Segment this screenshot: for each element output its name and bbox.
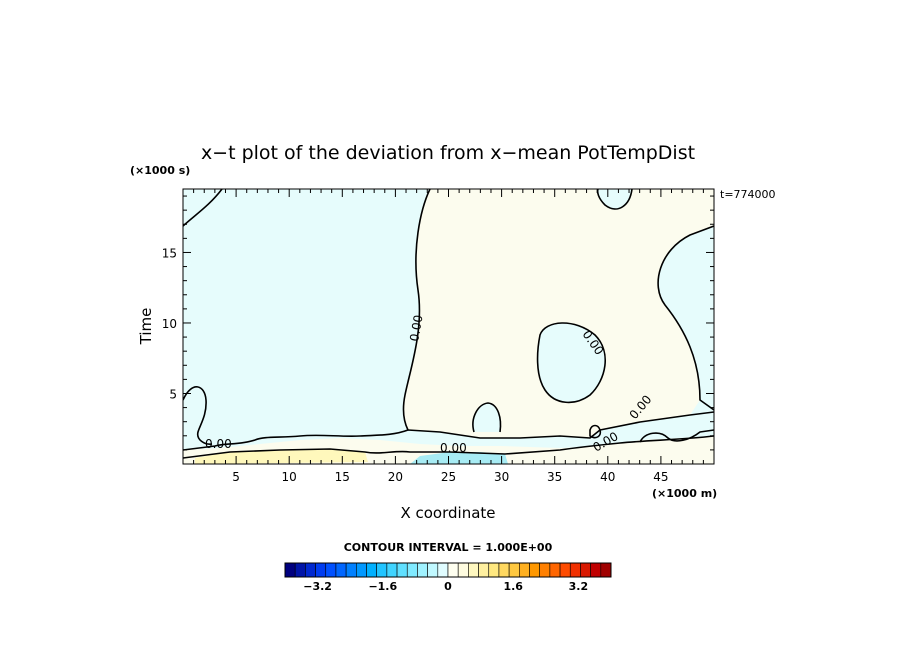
contour-line-right-small [589,424,602,439]
colorbar-swatch [447,562,459,578]
region-negative-strong [410,452,508,464]
contour-line-island-2 [472,402,502,433]
y-tick-label: 5 [169,387,177,401]
colorbar-swatch [376,562,388,578]
colorbar-swatch [396,562,408,578]
region-positive-central [403,189,714,438]
colorbar-tick-label: 3.2 [569,580,589,593]
colorbar-swatch [569,562,581,578]
colorbar-tick-label: −3.2 [303,580,332,593]
x-axis-ticks [193,189,704,464]
y-tick-label: 15 [162,246,177,260]
contour-label-5: 0.00 [205,437,232,451]
y-axis-label: Time [137,308,155,346]
colorbar-swatch [457,562,469,578]
colorbar-swatch [315,562,327,578]
colorbar-swatch [366,562,377,578]
colorbar-swatch [356,562,367,578]
colorbar-swatch [335,562,347,578]
x-tick-label: 35 [547,470,562,484]
colorbar-swatch [590,562,602,578]
y-axis-tick-labels: 5 10 15 [162,246,177,401]
x-tick-label: 15 [335,470,350,484]
x-tick-label: 40 [600,470,615,484]
x-unit-label: (×1000 m) [652,487,717,500]
colorbar-swatch [427,562,439,578]
svg-text:0.00: 0.00 [440,441,467,455]
colorbar [284,562,612,578]
colorbar-swatch [478,562,490,578]
svg-text:0.00: 0.00 [407,314,425,343]
colorbar-swatch [468,562,479,578]
x-tick-label: 20 [388,470,403,484]
contour-line-topleft [183,189,223,227]
contour-line-right [657,225,714,411]
y-tick-label: 10 [162,317,177,331]
colorbar-swatch [305,562,316,578]
colorbar-swatch [386,562,398,578]
x-axis-label: X coordinate [400,504,495,522]
x-tick-label: 25 [441,470,456,484]
colorbar-swatch [508,562,520,578]
colorbar-swatch [345,562,357,578]
contour-line-island-1 [536,322,606,404]
plot-area: 0.00 0.00 0.00 0.00 0.00 0.00 [183,189,714,464]
x-tick-label: 10 [282,470,297,484]
colorbar-swatch [406,562,418,578]
colorbar-swatch [559,562,571,578]
y-axis-ticks [183,195,714,451]
colorbar-swatch [580,562,591,578]
colorbar-swatch [325,562,337,578]
x-axis-tick-labels: 5 10 15 20 25 30 35 40 45 [232,470,668,484]
contour-line-left-bump [183,386,213,445]
contour-interval-text: CONTOUR INTERVAL = 1.000E+00 [344,541,553,554]
colorbar-swatch [284,562,296,578]
region-positive-strong [195,449,368,464]
colorbar-swatch [437,562,449,578]
colorbar-frame [284,562,612,578]
region-negative-island-2 [472,403,501,432]
colorbar-tick-label: 1.6 [503,580,523,593]
time-stamp: t=774000 [720,188,776,201]
colorbar-swatch [549,562,561,578]
colorbar-swatch [294,562,306,578]
colorbar-tick-labels: −3.2 −1.6 0 1.6 3.2 [303,580,588,593]
x-tick-label: 5 [232,470,240,484]
x-tick-label: 45 [653,470,668,484]
colorbar-swatch [417,562,428,578]
colorbar-swatch [488,562,500,578]
colorbar-swatch [498,562,510,578]
colorbar-swatch [519,562,530,578]
chart-title: x−t plot of the deviation from x−mean Po… [201,142,695,164]
colorbar-swatch [529,562,540,578]
colorbar-swatch [539,562,551,578]
svg-text:0.00: 0.00 [205,437,232,451]
contour-line-main [402,189,431,431]
region-negative-island-1 [537,322,606,403]
contour-line-bottom-band [183,435,714,459]
colorbar-tick-label: 0 [444,580,452,593]
contour-label-4: 0.00 [440,441,467,455]
contour-line-top [596,189,633,210]
colorbar-swatch [600,562,612,578]
contour-line-lower-band [183,411,714,451]
y-unit-label: (×1000 s) [130,164,190,177]
colorbar-tick-label: −1.6 [368,580,397,593]
x-tick-label: 30 [494,470,509,484]
contour-line-right-wiggle [639,429,714,443]
contour-label-1: 0.00 [407,314,425,343]
